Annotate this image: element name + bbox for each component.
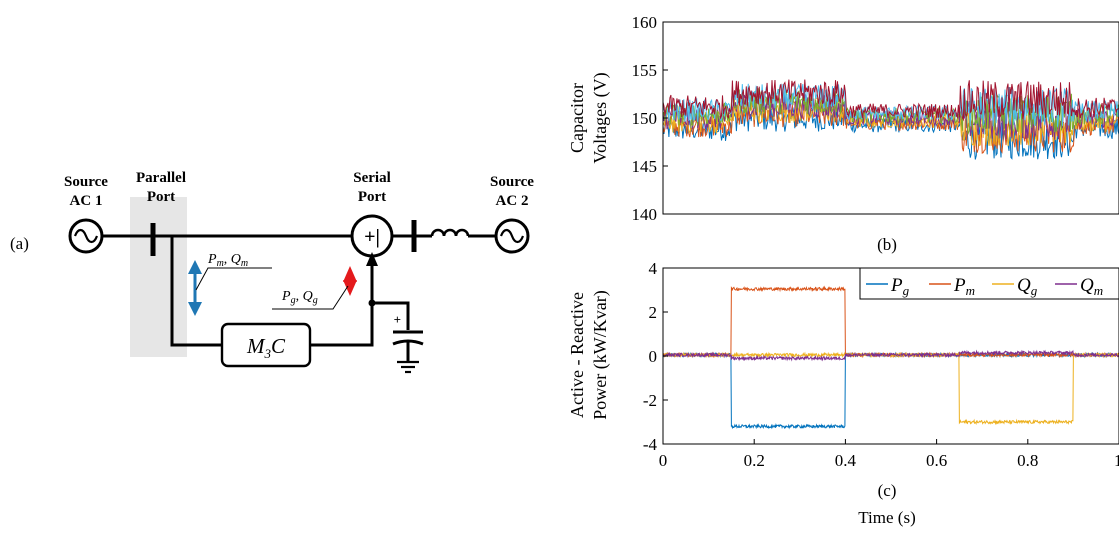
m3c-converter-label: M3C bbox=[246, 334, 286, 361]
power-legend: Pg Pm Qg Qm bbox=[859, 267, 1119, 300]
parallel-port-shading bbox=[130, 197, 187, 357]
panel-label-c: (c) bbox=[878, 481, 897, 500]
ytick-label: -4 bbox=[643, 435, 658, 454]
power-ylabel-line2: Power (kW/Kvar) bbox=[590, 290, 611, 419]
capacitor-voltage-ylabel-line2: Voltages (V) bbox=[590, 72, 611, 163]
legend-entry: Qm bbox=[1080, 275, 1103, 298]
power-yticks: -4 -2 0 2 4 bbox=[643, 259, 668, 454]
ytick-label: 2 bbox=[649, 303, 658, 322]
parallel-port-label-line2: Port bbox=[147, 189, 175, 205]
capacitor-voltage-line bbox=[663, 96, 1119, 147]
source-ac2-symbol bbox=[494, 218, 530, 254]
source-ac1-symbol bbox=[68, 218, 104, 254]
legend-entry: Qg bbox=[1017, 275, 1038, 298]
power-xticks: 0 0.2 0.4 0.6 0.8 1 bbox=[659, 439, 1119, 470]
legend-entry: Pg bbox=[890, 275, 910, 298]
inductor-symbol bbox=[430, 228, 470, 237]
ytick-label: 140 bbox=[632, 205, 658, 224]
panel-label-b: (b) bbox=[877, 235, 897, 254]
capacitor-voltage-ylabel-line1: Capacitor bbox=[567, 83, 587, 153]
capacitor-plus-sign: + bbox=[394, 312, 401, 327]
power-ylabel-line1: Active - Reactive bbox=[567, 292, 587, 418]
serial-feed-arrowhead bbox=[366, 252, 378, 266]
capacitor-voltage-traces bbox=[663, 79, 1119, 160]
xtick-label: 0.4 bbox=[835, 451, 857, 470]
legend-entry: Pm bbox=[953, 275, 975, 298]
source-ac1-label-line2: AC 1 bbox=[70, 193, 103, 209]
ytick-label: -2 bbox=[643, 391, 657, 410]
parallel-port-label-line1: Parallel bbox=[136, 170, 186, 186]
capacitor-voltage-yticks: 140 145 150 155 160 bbox=[632, 13, 668, 224]
power-traces bbox=[663, 285, 1119, 430]
ytick-label: 160 bbox=[632, 13, 658, 32]
ytick-label: 4 bbox=[649, 259, 658, 278]
pg-qg-leader bbox=[272, 285, 349, 310]
ground-icon bbox=[397, 360, 419, 374]
xtick-label: 0.2 bbox=[744, 451, 765, 470]
ytick-label: 0 bbox=[649, 347, 658, 366]
power-line bbox=[663, 351, 1119, 430]
serial-power-arrow bbox=[343, 266, 357, 296]
serial-port-sign: +| bbox=[364, 226, 380, 248]
capacitor-voltage-chart: 140 145 150 155 160 Capacitor Voltages (V) (… bbox=[567, 13, 1119, 254]
ytick-label: 155 bbox=[632, 61, 658, 80]
xtick-label: 1 bbox=[1114, 451, 1119, 470]
power-xlabel: Time (s) bbox=[858, 508, 915, 527]
pm-qm-leader bbox=[195, 267, 272, 291]
circuit-diagram: (a) Source AC 1 Parallel Port M3C + bbox=[10, 170, 534, 374]
power-chart: -4 -2 0 2 4 0 0.2 0.4 0.6 0.8 1 Active - Reactive… bbox=[567, 259, 1119, 527]
xtick-label: 0.8 bbox=[1017, 451, 1038, 470]
ytick-label: 145 bbox=[632, 157, 658, 176]
power-line bbox=[663, 349, 1119, 362]
xtick-label: 0 bbox=[659, 451, 668, 470]
capacitor-plate-bottom bbox=[392, 339, 424, 346]
capacitor-lead bbox=[372, 301, 410, 330]
serial-port-label-line2: Port bbox=[358, 189, 386, 205]
parallel-branch bbox=[170, 236, 222, 347]
source-ac2-label-line2: AC 2 bbox=[496, 193, 529, 209]
pg-qg-label: Pg, Qg bbox=[281, 289, 318, 306]
source-ac1-label-line1: Source bbox=[64, 174, 108, 190]
ytick-label: 150 bbox=[632, 109, 658, 128]
panel-label-a: (a) bbox=[10, 234, 29, 253]
source-ac2-label-line1: Source bbox=[490, 174, 534, 190]
capacitor-voltage-line bbox=[663, 79, 1119, 122]
xtick-label: 0.6 bbox=[926, 451, 947, 470]
serial-branch bbox=[310, 258, 374, 347]
parallel-power-arrow bbox=[188, 260, 202, 316]
serial-port-label-line1: Serial bbox=[353, 170, 391, 186]
pm-qm-label: Pm, Qm bbox=[207, 252, 248, 269]
